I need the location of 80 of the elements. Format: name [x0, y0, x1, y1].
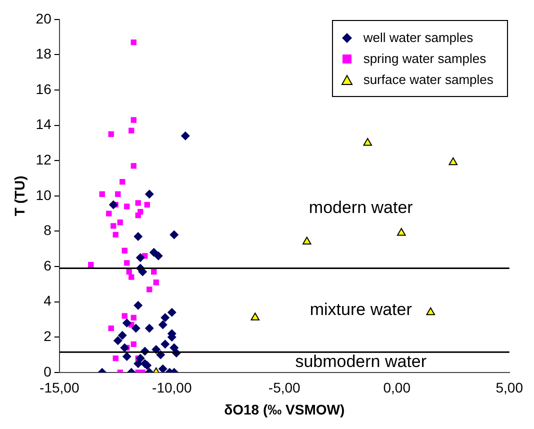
- point: [250, 312, 260, 320]
- point: [122, 313, 128, 319]
- point: [117, 220, 123, 226]
- point: [126, 268, 132, 275]
- point: [160, 313, 170, 322]
- point: [154, 251, 163, 260]
- point: [130, 40, 136, 46]
- legend-label: spring water samples: [363, 50, 486, 68]
- point: [106, 210, 112, 216]
- y-tick-label: 12: [36, 151, 52, 168]
- point: [124, 260, 130, 266]
- y-tick-label: 18: [36, 46, 52, 62]
- point: [144, 324, 154, 333]
- point: [113, 336, 122, 346]
- point: [130, 117, 136, 123]
- x-axis-title: δO18 (‰ VSMOW): [224, 401, 345, 418]
- annotation: mixture water: [310, 300, 412, 319]
- point: [149, 248, 158, 257]
- point: [158, 320, 168, 330]
- point: [363, 138, 372, 146]
- annotation: modern water: [308, 198, 414, 217]
- x-tick-label: -5,00: [268, 380, 301, 396]
- point: [120, 343, 130, 352]
- point: [302, 236, 312, 245]
- point: [112, 232, 118, 238]
- point: [128, 274, 134, 280]
- x-tick-label: 0,00: [383, 380, 411, 396]
- point: [180, 131, 190, 140]
- point: [135, 200, 141, 206]
- point: [108, 200, 118, 210]
- point: [448, 157, 458, 166]
- y-axis-title: T (TU): [11, 176, 28, 216]
- point: [153, 280, 159, 286]
- point: [122, 318, 132, 328]
- point: [112, 355, 118, 362]
- point: [426, 307, 436, 316]
- point: [160, 340, 170, 349]
- point: [124, 204, 130, 210]
- y-tick-label: 2: [44, 328, 52, 344]
- x-tick-label: -10,00: [152, 380, 192, 396]
- point: [144, 202, 150, 208]
- y-tick-label: 8: [44, 222, 52, 238]
- y-tick-label: 6: [44, 257, 52, 274]
- point: [120, 178, 126, 185]
- point: [144, 190, 154, 199]
- point: [158, 364, 168, 372]
- point: [134, 300, 143, 310]
- point: [130, 314, 136, 321]
- point: [134, 232, 143, 241]
- point: [128, 128, 134, 134]
- legend-label: well water samples: [363, 29, 474, 48]
- point: [170, 230, 179, 240]
- point: [151, 268, 157, 275]
- x-tick-label: 5,00: [496, 380, 524, 396]
- point: [167, 308, 176, 317]
- legend-label: surface water samples: [363, 71, 494, 90]
- x-tick-label: -15,00: [40, 380, 80, 396]
- point: [396, 228, 406, 236]
- point: [110, 223, 116, 229]
- point: [122, 248, 128, 254]
- point: [108, 325, 114, 332]
- annotation: submodern water: [295, 352, 427, 371]
- point: [135, 212, 141, 218]
- point: [136, 253, 145, 262]
- point: [122, 352, 132, 362]
- y-tick-label: 10: [36, 186, 52, 203]
- point: [131, 324, 140, 333]
- y-tick-label: 20: [36, 10, 52, 26]
- y-tick-label: 0: [44, 363, 52, 380]
- point: [108, 131, 114, 137]
- point: [146, 286, 152, 292]
- y-tick-label: 14: [36, 116, 52, 132]
- point: [130, 341, 136, 347]
- y-tick-label: 16: [36, 80, 52, 97]
- point: [88, 262, 94, 268]
- point: [99, 191, 105, 197]
- y-tick-label: 4: [44, 292, 52, 309]
- point: [130, 163, 136, 169]
- point: [115, 191, 121, 197]
- point: [118, 330, 127, 340]
